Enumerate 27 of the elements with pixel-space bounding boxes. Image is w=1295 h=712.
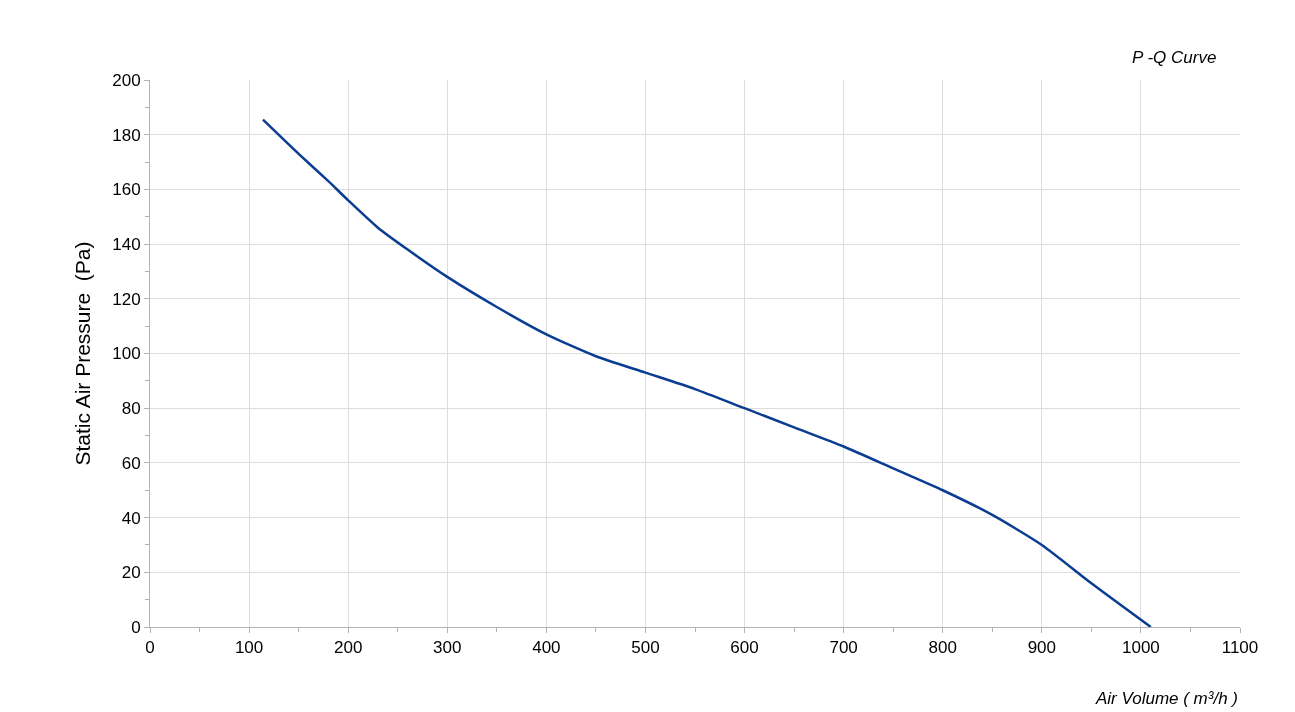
- y-axis-title: Static Air Pressure (Pa): [71, 241, 95, 466]
- x-tick-label: 800: [928, 638, 957, 658]
- x-tick-label: 900: [1027, 638, 1057, 658]
- x-tick-label: 600: [730, 638, 759, 658]
- x-axis-title: Air Volume ( m³/h ): [1095, 689, 1239, 708]
- y-tick-label: 80: [121, 399, 141, 419]
- line-series: [261, 118, 1153, 627]
- x-tick-label: 300: [433, 638, 462, 658]
- y-tick-label: 40: [121, 508, 141, 528]
- x-tick-label: 1000: [1122, 638, 1160, 658]
- x-tick-label: 700: [829, 638, 858, 658]
- x-tick-label: 400: [532, 638, 561, 658]
- x-tick-label: 500: [631, 638, 660, 658]
- y-tick-label: 120: [112, 289, 141, 309]
- x-tick-label: 200: [333, 638, 363, 658]
- y-tick-label: 160: [112, 180, 141, 200]
- y-tick-label: 60: [121, 453, 141, 473]
- y-tick-label: 0: [131, 617, 141, 637]
- y-tick-label: 200: [112, 70, 141, 90]
- y-tick-label: 180: [112, 125, 141, 145]
- x-tick-label: 100: [234, 638, 264, 658]
- x-tick-label: 0: [145, 638, 155, 658]
- y-tick-label: 20: [121, 563, 141, 583]
- y-tick-label: 140: [112, 235, 141, 255]
- x-tick-label: 1100: [1221, 638, 1259, 658]
- y-tick-label: 100: [112, 344, 141, 364]
- chart-title: P -Q Curve: [1132, 48, 1217, 67]
